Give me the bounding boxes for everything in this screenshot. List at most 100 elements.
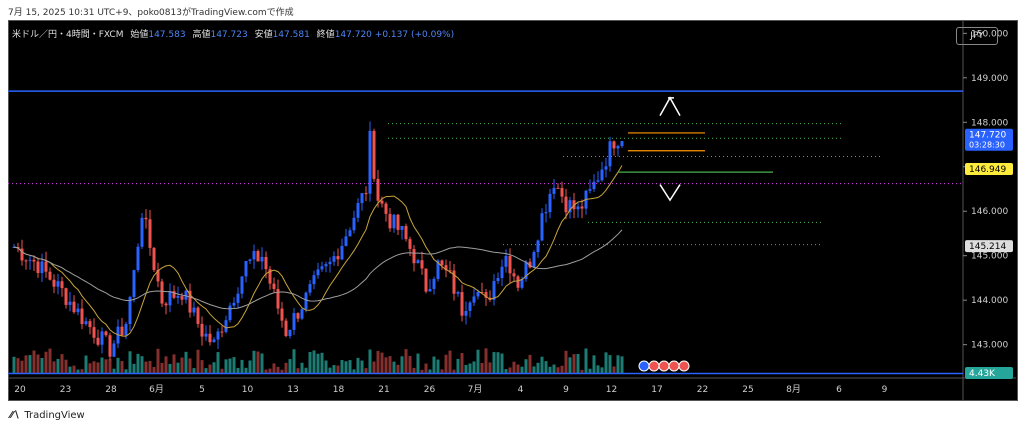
candle-body	[48, 271, 52, 280]
volume-bar	[112, 368, 116, 374]
volume-bar	[252, 350, 256, 374]
candle-body	[156, 269, 160, 282]
volume-bar	[520, 366, 524, 374]
candle-body	[316, 269, 320, 276]
volume-bar	[440, 369, 444, 374]
candle-body	[148, 219, 152, 248]
volume-bar	[220, 368, 224, 374]
price-tag	[965, 163, 1013, 176]
candle-body	[108, 335, 112, 357]
candle-body	[344, 236, 348, 246]
volume-bar	[260, 353, 264, 374]
volume-bar	[152, 367, 156, 374]
volume-bar	[312, 350, 316, 374]
volume-bar	[452, 369, 456, 374]
candle-body	[336, 256, 340, 260]
volume-bar	[12, 356, 16, 374]
x-tick-label: 7月	[468, 384, 483, 395]
open-label: 始値	[130, 30, 149, 40]
volume-bar	[600, 367, 604, 374]
chart-caption: 7月 15, 2025 10:31 UTC+9、poko0813がTrading…	[8, 8, 294, 18]
volume-bar	[276, 366, 280, 374]
volume-bar	[604, 352, 608, 374]
candle-body	[392, 214, 396, 229]
volume-bar	[560, 365, 564, 374]
candle-body	[464, 310, 468, 316]
volume-bar	[120, 361, 124, 374]
volume-bar	[352, 369, 356, 374]
event-flag-icon	[658, 360, 670, 372]
volume-bar	[288, 359, 292, 374]
volume-bar	[476, 349, 480, 374]
volume-bar	[208, 364, 212, 374]
candle-body	[440, 260, 444, 266]
candle-body	[504, 255, 508, 267]
candle-body	[104, 331, 108, 336]
volume-bar	[428, 369, 432, 374]
volume-bar	[416, 353, 420, 374]
x-tick-label: 25	[742, 385, 753, 395]
candle-body	[192, 307, 196, 313]
volume-bar	[368, 349, 372, 374]
candle-body	[244, 260, 248, 277]
candle-body	[612, 141, 616, 149]
x-tick-label: 23	[60, 385, 71, 395]
volume-bar	[280, 369, 284, 374]
volume-bar	[200, 360, 204, 374]
candle-body	[152, 247, 156, 270]
candle-body	[596, 180, 600, 182]
volume-bar	[436, 359, 440, 374]
candle-body	[540, 213, 544, 241]
volume-bar	[68, 366, 72, 374]
candle-body	[472, 296, 476, 303]
volume-bar	[124, 369, 128, 374]
x-tick-label: 20	[14, 385, 26, 395]
volume-bar	[88, 363, 92, 374]
candle-body	[376, 178, 380, 201]
candle-body	[368, 130, 372, 194]
currency-button[interactable]: JPY	[956, 27, 998, 45]
volume-bar	[348, 360, 352, 374]
candle-body	[32, 259, 36, 262]
volume-bar	[384, 357, 388, 374]
candle-body	[52, 279, 56, 287]
y-tick-label: 143.000	[971, 341, 1008, 351]
candle-body	[184, 290, 188, 300]
candle-body	[544, 212, 548, 214]
event-flag-icon	[638, 360, 650, 372]
price-tag-value: 4.43K	[969, 369, 996, 379]
candle-body	[236, 293, 240, 303]
price-tag-countdown: 03:28:30	[969, 141, 1005, 150]
volume-bar	[84, 355, 88, 374]
chart-area[interactable]	[8, 20, 1018, 401]
volume-bar	[244, 367, 248, 374]
candle-body	[328, 261, 332, 265]
candle-body	[248, 259, 252, 261]
candle-body	[468, 302, 472, 311]
volume-bar	[212, 362, 216, 374]
volume-bar	[192, 368, 196, 374]
candle-body	[204, 333, 208, 337]
volume-bar	[372, 361, 376, 374]
price-chart[interactable]: 150.000149.000148.000147.000146.000145.0…	[8, 20, 1016, 400]
close-value: 147.720	[334, 30, 372, 40]
candle-body	[556, 187, 560, 189]
volume-bar	[388, 356, 392, 374]
volume-bar	[176, 362, 180, 374]
volume-bar	[328, 367, 332, 374]
chart-legend: 米ドル／円・4時間・FXCM 始値147.583 高値147.723 安値147…	[12, 27, 454, 40]
volume-bar	[424, 363, 428, 374]
volume-bar	[80, 369, 84, 374]
candle-body	[228, 305, 232, 321]
candle-body	[444, 265, 448, 271]
event-flag-icon	[648, 360, 660, 372]
candle-body	[476, 292, 480, 297]
candle-body	[304, 292, 308, 310]
candle-body	[300, 309, 304, 319]
volume-bar	[460, 353, 464, 374]
candle-body	[68, 301, 72, 305]
candle-body	[548, 193, 552, 213]
volume-bar	[480, 363, 484, 374]
volume-bar	[44, 351, 48, 374]
candle-body	[360, 193, 364, 204]
